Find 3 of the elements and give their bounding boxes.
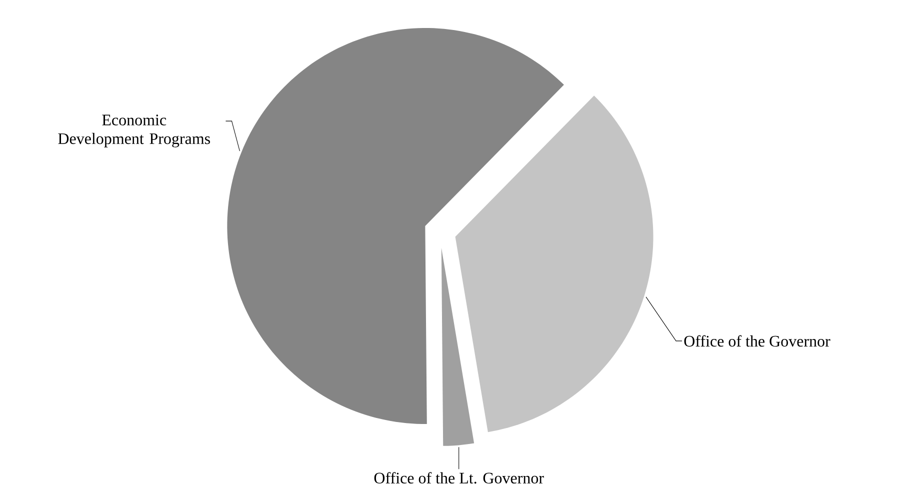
slice-label: Economic Development Programs [58,114,210,148]
slice-label: Office of the Governor [684,335,830,347]
slice-label: Office of the Lt. Governor [374,472,544,484]
